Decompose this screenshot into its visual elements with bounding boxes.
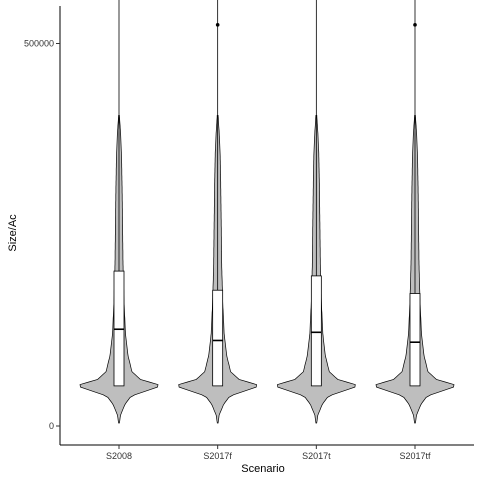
- x-axis-title: Scenario: [241, 463, 284, 475]
- x-tick-label: S2008: [106, 451, 132, 461]
- x-tick-label: S2017t: [302, 451, 331, 461]
- y-axis-title: Size/Ac: [7, 214, 19, 252]
- y-tick-label: 500000: [24, 39, 54, 49]
- box-S2017f: [212, 289, 224, 387]
- axes-layer: [59, 6, 474, 446]
- x-ticks: S2008 S2017f S2017t S2017tf: [106, 445, 431, 461]
- box-S2017tf: [409, 293, 421, 387]
- box-layer: [113, 0, 421, 387]
- y-tick-label: 0: [49, 421, 54, 431]
- outlier-point: [215, 23, 220, 27]
- violin-layer: [79, 114, 455, 424]
- outlier-point: [413, 23, 417, 27]
- x-tick-label: S2017tf: [399, 451, 431, 461]
- x-tick-label: S2017f: [203, 451, 232, 461]
- y-ticks: 050000010000001500000: [24, 39, 60, 431]
- box-S2017t: [310, 275, 322, 387]
